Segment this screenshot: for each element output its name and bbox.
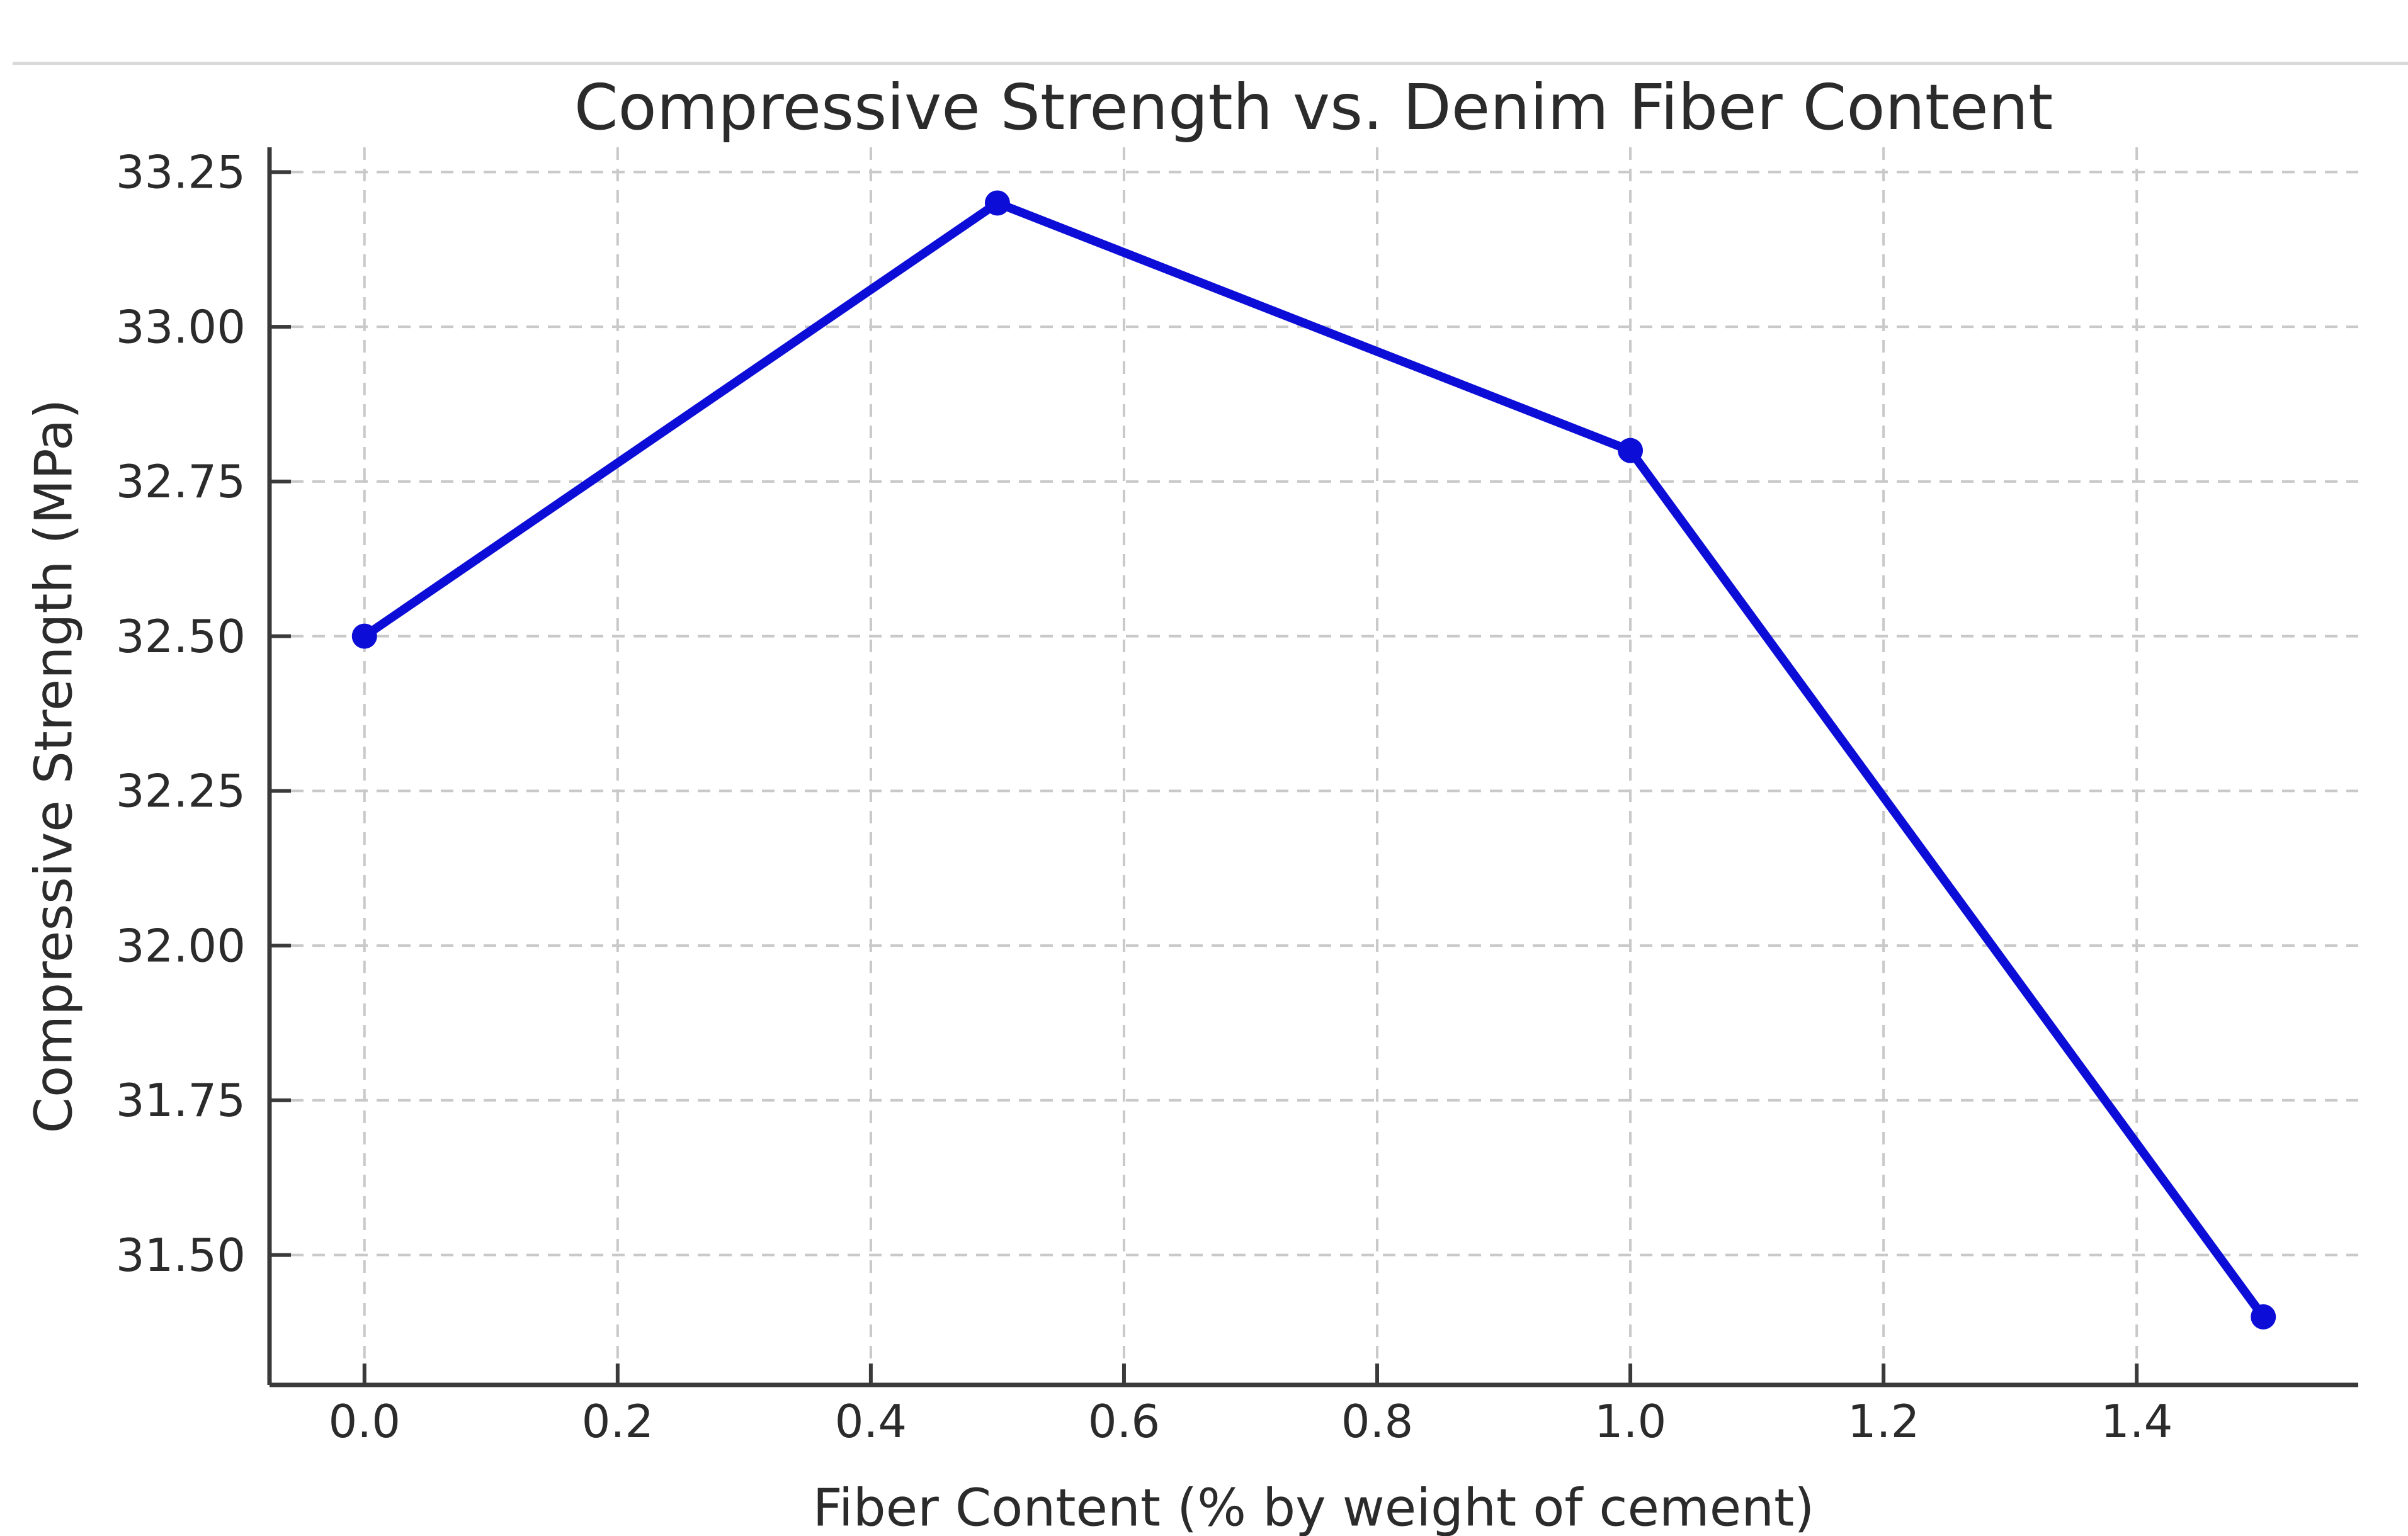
x-tick-label: 1.4 [2101, 1395, 2173, 1448]
x-tick-label: 0.0 [329, 1395, 401, 1448]
y-tick-label: 32.50 [116, 610, 246, 663]
x-tick-label: 0.8 [1341, 1395, 1414, 1448]
grid-lines [270, 147, 2358, 1385]
data-series [351, 190, 2276, 1330]
y-tick-label: 31.50 [116, 1229, 246, 1282]
x-tick-label: 0.4 [835, 1395, 907, 1448]
axis-ticks [270, 170, 2139, 1385]
y-tick-label: 33.25 [116, 146, 246, 199]
y-tick-label: 33.00 [116, 300, 246, 353]
y-axis-label: Compressive Strength (MPa) [25, 399, 84, 1134]
y-tick-label: 32.25 [116, 765, 246, 818]
data-point [351, 623, 377, 649]
data-point [2251, 1304, 2276, 1330]
series-line [360, 198, 2268, 1321]
x-axis-label: Fiber Content (% by weight of cement) [813, 1479, 1815, 1536]
chart-title: Compressive Strength vs. Denim Fiber Con… [574, 71, 2053, 144]
data-point [984, 190, 1010, 216]
x-tick-label: 1.0 [1594, 1395, 1667, 1448]
x-tick-label: 1.2 [1848, 1395, 1920, 1448]
data-point [1618, 438, 1644, 463]
y-tick-label: 31.75 [116, 1074, 246, 1127]
y-tick-label: 32.75 [116, 455, 246, 508]
axis-tick-labels: 0.0 0.2 0.4 0.6 0.8 1.0 1.2 1.4 31.50 31.75 32.00 3… [116, 146, 2173, 1448]
top-divider-line [13, 62, 2408, 65]
y-tick-label: 32.00 [116, 919, 246, 972]
x-tick-label: 0.2 [582, 1395, 654, 1448]
x-tick-label: 0.6 [1088, 1395, 1161, 1448]
